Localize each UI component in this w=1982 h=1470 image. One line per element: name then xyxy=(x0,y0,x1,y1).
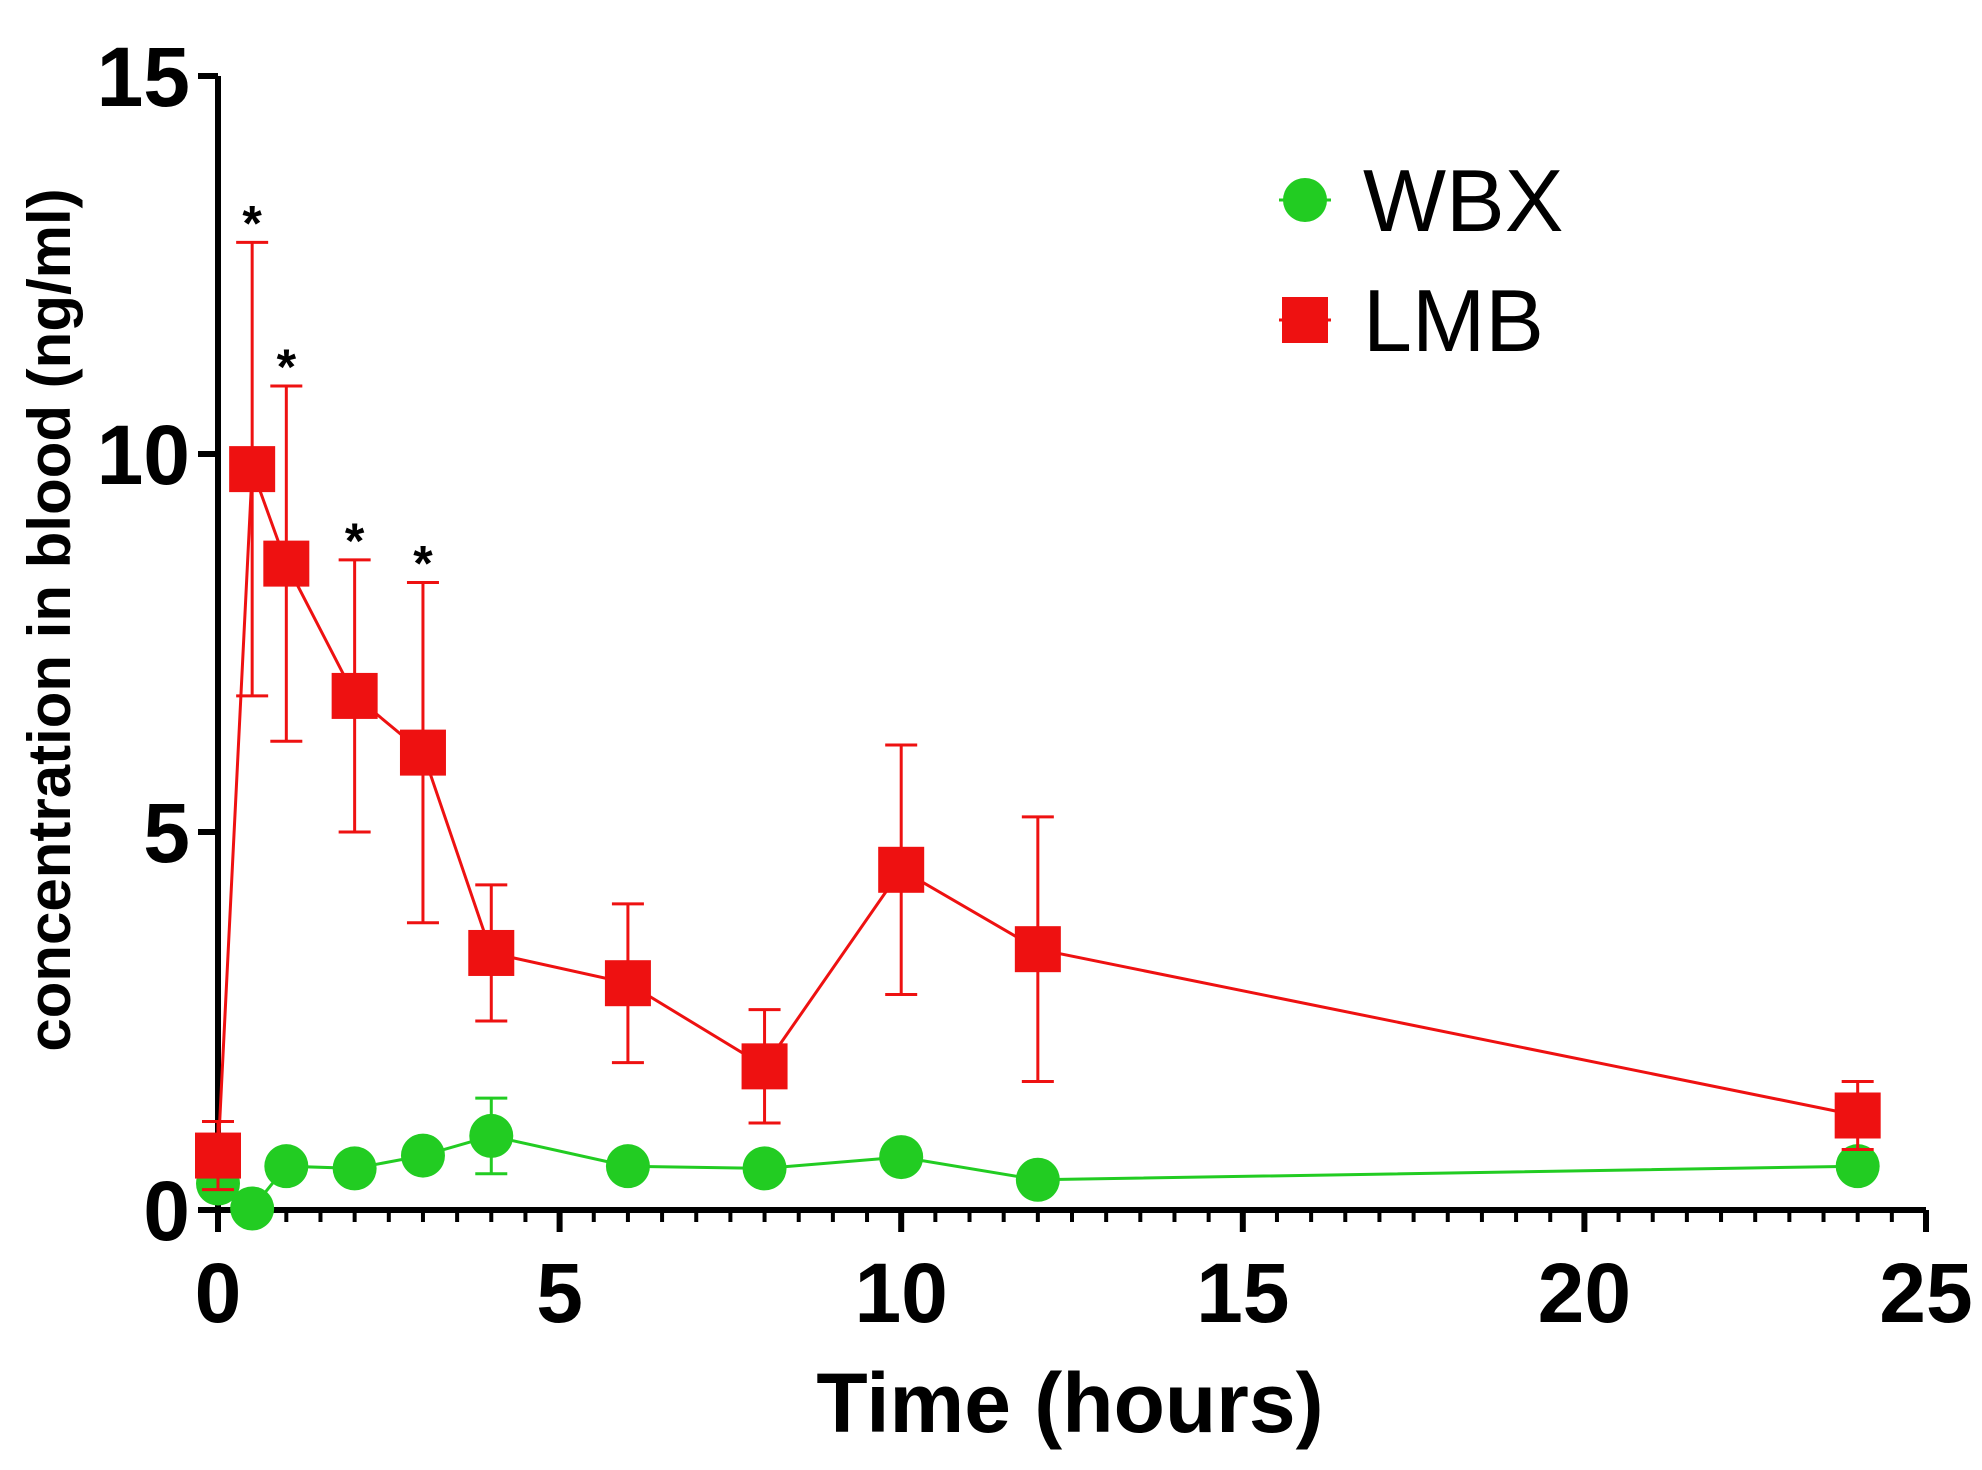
y-tick-label: 5 xyxy=(143,786,190,880)
ticks: 0 5 10 15 0 5 10 15 20 25 xyxy=(97,30,1973,1340)
x-tick-label: 0 xyxy=(195,1246,242,1340)
significance-marker: * xyxy=(242,195,262,251)
data-point xyxy=(605,1144,650,1189)
y-tick-label: 10 xyxy=(97,408,190,502)
significance-marker: * xyxy=(277,339,297,395)
data-point xyxy=(469,1113,514,1158)
data-point xyxy=(879,1135,924,1180)
y-axis-title: concentration in blood (ng/ml) xyxy=(16,188,83,1051)
x-tick-label: 20 xyxy=(1538,1246,1631,1340)
legend-marker xyxy=(1283,178,1327,222)
legend-label: LMB xyxy=(1363,271,1544,370)
data-point xyxy=(1015,1157,1060,1202)
series-lmb xyxy=(195,240,1881,1192)
data-point xyxy=(195,1132,241,1179)
legend: WBX LMB xyxy=(1279,151,1563,370)
data-point xyxy=(468,929,515,976)
significance-marker: * xyxy=(413,536,433,592)
data-point xyxy=(878,846,925,893)
data-point xyxy=(263,540,310,587)
data-point xyxy=(1014,926,1061,973)
data-point xyxy=(400,1133,445,1178)
x-tick-label: 5 xyxy=(536,1246,583,1340)
series-layer xyxy=(195,240,1881,1231)
x-tick-label: 10 xyxy=(854,1246,947,1340)
data-point xyxy=(229,446,276,493)
data-point xyxy=(331,672,378,719)
annotations: * * * * xyxy=(242,195,433,591)
x-axis-title: Time (hours) xyxy=(816,1356,1323,1450)
x-tick-label: 15 xyxy=(1196,1246,1289,1340)
legend-marker xyxy=(1282,297,1328,343)
data-point xyxy=(604,960,651,1007)
data-point xyxy=(332,1146,377,1191)
data-point xyxy=(264,1144,309,1189)
legend-label: WBX xyxy=(1363,151,1563,250)
axes xyxy=(215,76,1926,1213)
data-point xyxy=(1834,1092,1881,1139)
data-point xyxy=(742,1146,787,1191)
data-point xyxy=(1835,1144,1880,1189)
significance-marker: * xyxy=(345,513,365,569)
y-tick-label: 0 xyxy=(143,1164,190,1258)
x-tick-label: 25 xyxy=(1879,1246,1972,1340)
y-tick-label: 15 xyxy=(97,30,190,124)
data-point xyxy=(230,1186,275,1231)
data-point xyxy=(741,1043,788,1090)
data-point xyxy=(399,729,446,776)
